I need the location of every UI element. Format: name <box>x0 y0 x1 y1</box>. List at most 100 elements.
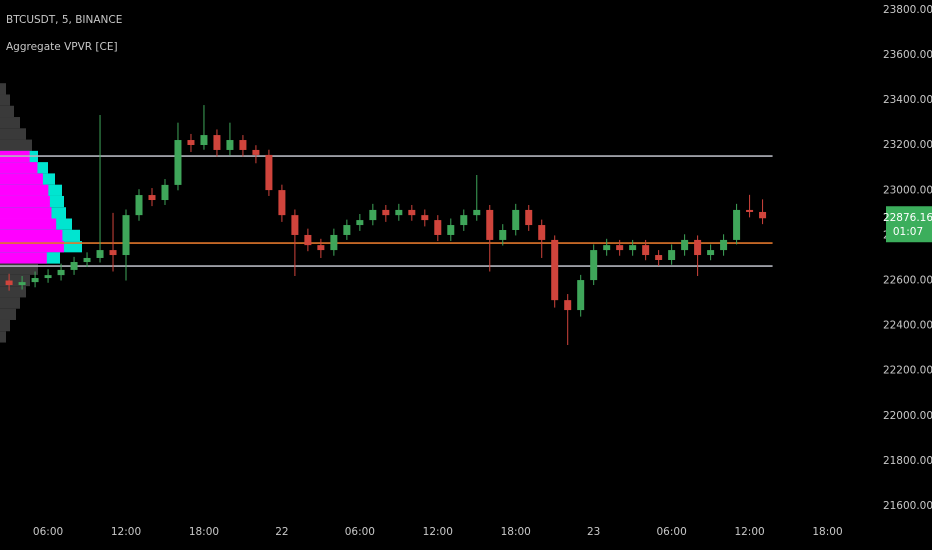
x-tick-label: 22 <box>275 526 288 538</box>
candle-body <box>317 245 325 251</box>
candle-body <box>681 239 689 251</box>
last-price-box <box>886 206 932 243</box>
candle-body <box>590 250 598 281</box>
candle-body <box>174 140 182 185</box>
candle-body <box>720 239 728 251</box>
profile-core <box>0 229 63 242</box>
candle-body <box>5 280 13 286</box>
candle-body <box>382 209 390 216</box>
profile-bar <box>0 128 26 140</box>
candle-body <box>200 135 208 145</box>
candle-body <box>239 140 247 150</box>
candle-body <box>356 220 364 226</box>
candle-body <box>226 140 234 150</box>
candle-body <box>122 215 130 256</box>
candle-body <box>96 250 104 258</box>
profile-bar <box>0 319 10 332</box>
x-tick-label: 06:00 <box>656 526 686 538</box>
candle-body <box>694 239 702 256</box>
profile-bar <box>0 286 26 298</box>
candle-body <box>57 269 65 276</box>
y-tick-label: 21600.00 <box>883 500 932 512</box>
y-tick-label: 23200.00 <box>883 139 932 151</box>
profile-core <box>0 207 52 219</box>
candle-body <box>564 300 572 311</box>
profile-bar <box>0 274 30 287</box>
candle-body <box>18 282 26 286</box>
x-tick-label: 18:00 <box>501 526 531 538</box>
candle-body <box>655 255 663 260</box>
profile-bar <box>0 94 10 106</box>
profile-core <box>0 162 38 174</box>
candle-body <box>629 245 637 251</box>
candle-body <box>278 190 286 216</box>
y-tick-label: 22600.00 <box>883 275 932 287</box>
y-tick-label: 22200.00 <box>883 365 932 377</box>
x-tick-label: 23 <box>587 526 600 538</box>
x-tick-label: 06:00 <box>33 526 63 538</box>
candle-body <box>434 220 442 235</box>
candle-body <box>369 209 377 221</box>
candle-body <box>616 245 624 251</box>
profile-bar <box>0 263 38 275</box>
profile-core <box>0 184 49 196</box>
candle-body <box>577 280 585 311</box>
chart-title: BTCUSDT, 5, BINANCE <box>6 14 122 26</box>
candle-body <box>44 275 52 279</box>
candle-body <box>460 215 468 226</box>
candle-body <box>31 278 39 283</box>
candle-body <box>252 149 260 155</box>
y-tick-label: 23800.00 <box>883 4 932 16</box>
candle-body <box>265 154 273 191</box>
candle-body <box>135 195 143 216</box>
profile-bar <box>0 331 6 343</box>
candle-body <box>395 209 403 216</box>
x-tick-label: 12:00 <box>734 526 764 538</box>
candle-body <box>330 234 338 251</box>
candle-body <box>213 135 221 150</box>
y-tick-label: 23600.00 <box>883 49 932 61</box>
candle-body <box>499 230 507 240</box>
countdown: 01:07 <box>893 226 923 238</box>
candle-body <box>343 225 351 235</box>
candle-body <box>70 262 78 270</box>
x-tick-label: 12:00 <box>111 526 141 538</box>
profile-core <box>0 195 50 208</box>
candle-body <box>408 209 416 216</box>
profile-bar <box>0 117 20 129</box>
candle-body <box>109 250 117 256</box>
x-tick-label: 18:00 <box>812 526 842 538</box>
y-tick-label: 22400.00 <box>883 320 932 332</box>
candle-body <box>473 209 481 216</box>
x-tick-label: 06:00 <box>345 526 375 538</box>
profile-bar <box>0 139 32 151</box>
candle-body <box>486 209 494 240</box>
candle-body <box>304 234 312 246</box>
candle-body <box>447 225 455 235</box>
profile-bar <box>0 297 20 309</box>
y-tick-label: 23000.00 <box>883 184 932 196</box>
candle-body <box>759 211 767 219</box>
profile-bar <box>0 308 16 320</box>
profile-core <box>0 241 64 253</box>
y-tick-label: 23400.00 <box>883 94 932 106</box>
candle-body <box>187 140 195 145</box>
candle-body <box>512 209 520 231</box>
candle-body <box>525 209 533 226</box>
last-price: 22876.16 <box>883 212 932 224</box>
profile-core <box>0 252 47 264</box>
candle-body <box>668 250 676 260</box>
profile-bar <box>0 105 14 118</box>
x-tick-label: 12:00 <box>423 526 453 538</box>
indicator-name: Aggregate VPVR [CE] <box>6 41 118 53</box>
profile-core <box>0 173 43 185</box>
candle-body <box>538 225 546 240</box>
candle-body <box>707 250 715 256</box>
candle-body <box>161 184 169 201</box>
candle-body <box>421 215 429 221</box>
y-tick-label: 22000.00 <box>883 410 932 422</box>
x-tick-label: 18:00 <box>189 526 219 538</box>
candle-body <box>83 257 91 263</box>
